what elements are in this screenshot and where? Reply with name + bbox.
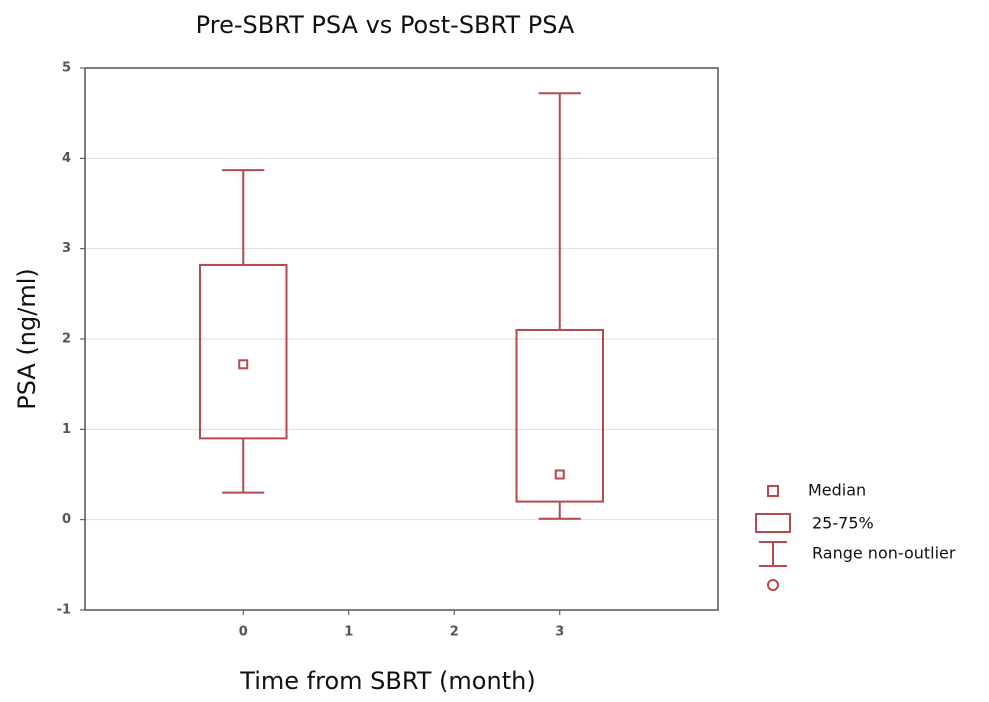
y-tick-label: -1 <box>57 603 71 618</box>
box <box>515 328 605 503</box>
plot-frame <box>84 67 719 611</box>
y-axis-label: PSA (ng/ml) <box>13 268 41 410</box>
y-tick-label: 4 <box>62 151 71 166</box>
x-tick-label: 1 <box>344 625 353 640</box>
y-tick-label: 2 <box>62 332 71 347</box>
y-tick-label: 5 <box>62 61 71 76</box>
y-tick-label: 1 <box>62 422 71 437</box>
legend-label: 25-75% <box>812 514 874 533</box>
legend-box-icon <box>755 513 791 533</box>
median <box>238 359 249 370</box>
x-tick-label: 2 <box>450 625 459 640</box>
x-tick-label: 0 <box>239 625 248 640</box>
legend-label: Median <box>808 481 866 500</box>
y-tick-label: 0 <box>62 512 71 527</box>
y-tick-label: 3 <box>62 241 71 256</box>
legend-label: Range non-outlier <box>812 544 956 563</box>
box <box>198 263 288 440</box>
legend-outlier-icon <box>767 579 779 591</box>
x-tick-label: 3 <box>555 625 564 640</box>
x-axis-label: Time from SBRT (month) <box>239 667 535 695</box>
median <box>554 469 565 480</box>
chart-title: Pre-SBRT PSA vs Post-SBRT PSA <box>196 11 575 39</box>
legend-median-icon <box>767 485 779 497</box>
